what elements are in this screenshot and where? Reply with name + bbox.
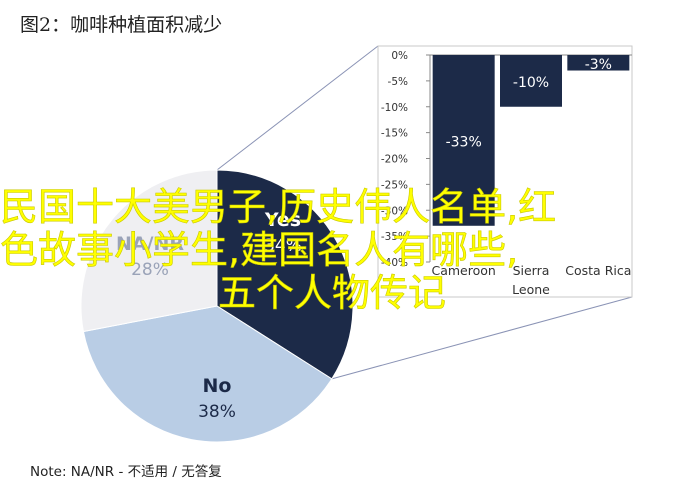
- pie-value-label: 28%: [131, 260, 169, 280]
- y-tick-label: -15%: [381, 128, 408, 140]
- connector-line-top: [216, 45, 379, 171]
- connector-line-bottom: [331, 296, 633, 380]
- bar: [500, 55, 562, 107]
- bar-value-label: -10%: [513, 75, 549, 91]
- bar-value-label: -33%: [446, 134, 482, 150]
- pie-value-label: 38%: [198, 402, 236, 422]
- bar: [432, 55, 495, 226]
- chart-title: 图2：咖啡种植面积减少: [20, 14, 223, 36]
- pie-value-label: 34%: [264, 236, 302, 256]
- pie-label: Yes: [264, 209, 301, 231]
- x-category-label: Leone: [512, 282, 550, 297]
- x-category-label: Costa Rica: [565, 263, 631, 278]
- bar-panel-frame: [377, 45, 633, 298]
- pie-label: No: [203, 375, 232, 397]
- pie-slice-no: [82, 305, 333, 443]
- pie-slice-yes: [216, 169, 354, 380]
- chart-note: Note: NA/NR - 不适用 / 无答复: [30, 464, 222, 480]
- y-tick-label: 0%: [391, 50, 408, 62]
- bar-value-label: -3%: [585, 57, 612, 73]
- overlay-line: 色故事小学生,建国名人有哪些,: [0, 228, 519, 272]
- bar: [567, 55, 630, 71]
- y-tick-label: -20%: [381, 154, 408, 166]
- overlay-line: 民国十大美男子,历史伟人名单,红: [0, 185, 557, 229]
- y-tick-label: -10%: [381, 102, 408, 114]
- y-tick-label: -5%: [388, 76, 408, 88]
- y-tick-label: -30%: [381, 205, 408, 217]
- x-category-label: Cameroon: [431, 263, 495, 278]
- y-tick-label: -35%: [381, 231, 408, 243]
- x-category-label: Sierra: [513, 263, 550, 278]
- y-tick-label: -40%: [381, 257, 408, 269]
- overlay-caption: 民国十大美男子,历史伟人名单,红 色故事小学生,建国名人有哪些, 五个人物传记: [0, 185, 680, 315]
- pie-label: NA/NR: [116, 233, 184, 255]
- y-tick-label: -25%: [381, 179, 408, 191]
- overlay-line: 五个人物传记: [218, 271, 447, 315]
- pie-slice-nanr: [80, 169, 218, 333]
